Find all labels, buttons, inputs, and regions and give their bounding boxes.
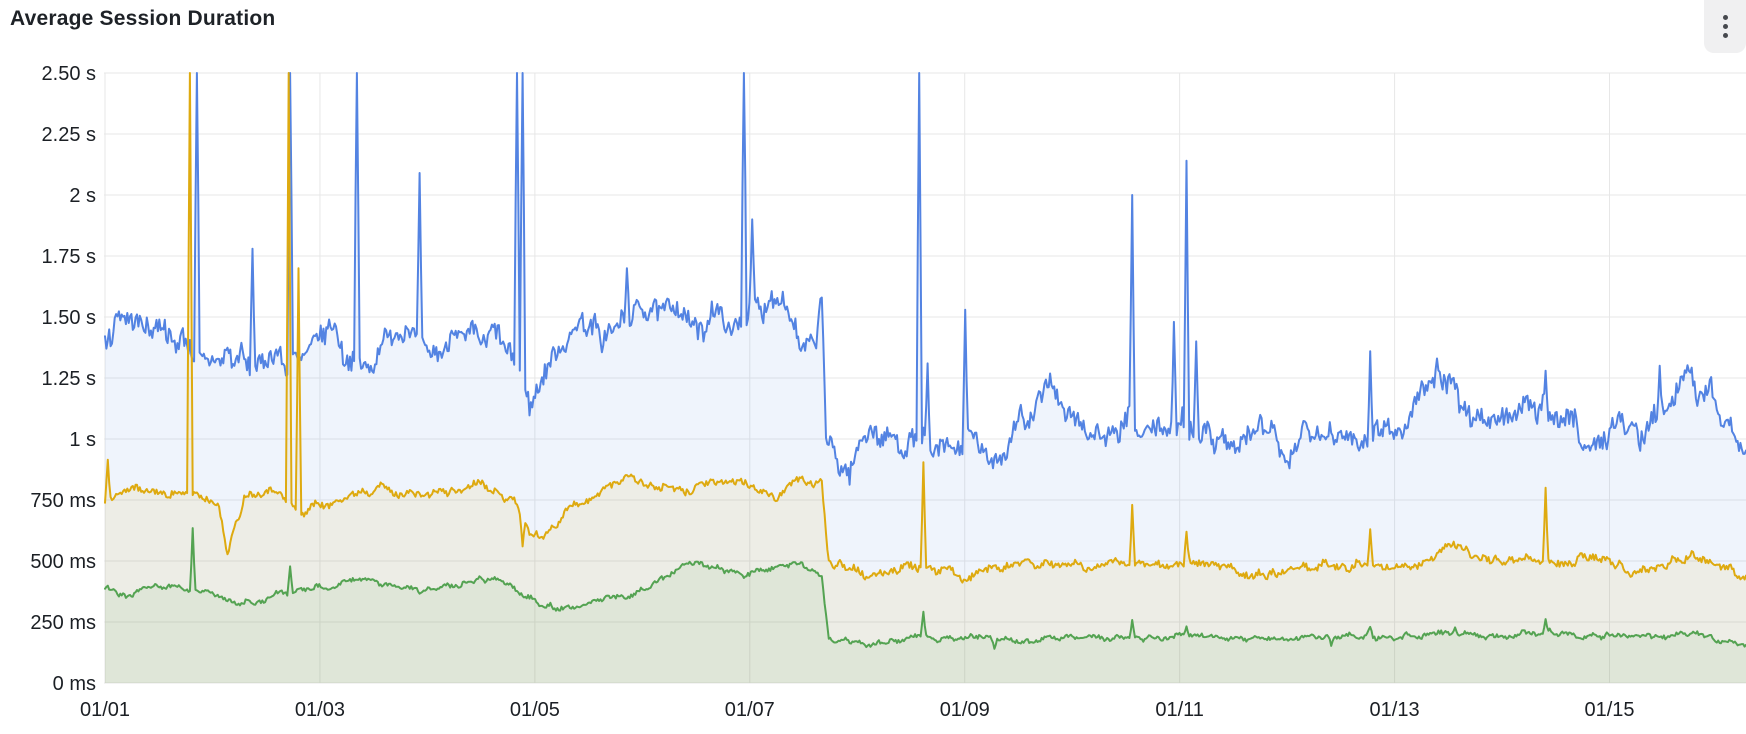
y-tick-label: 1.75 s: [42, 246, 96, 268]
y-tick-label: 1.50 s: [42, 307, 96, 329]
x-tick-label: 01/05: [510, 699, 560, 721]
panel-menu-button[interactable]: [1704, 0, 1746, 53]
y-tick-label: 500 ms: [30, 551, 96, 573]
y-tick-label: 1 s: [69, 429, 96, 451]
y-tick-label: 2.50 s: [42, 63, 96, 85]
y-tick-label: 750 ms: [30, 490, 96, 512]
y-tick-label: 0 ms: [53, 673, 96, 695]
x-tick-label: 01/11: [1155, 699, 1204, 721]
series-yellow-area: [105, 73, 1746, 683]
series-green-area: [105, 528, 1746, 683]
y-tick-label: 2.25 s: [42, 124, 96, 146]
series-blue-line: [104, 72, 1746, 486]
x-tick-label: 01/03: [295, 699, 345, 721]
panel-title: Average Session Duration: [10, 7, 276, 30]
y-tick-label: 250 ms: [30, 612, 96, 634]
y-tick-label: 2 s: [69, 185, 96, 207]
series-blue-area: [105, 73, 1746, 683]
y-tick-label: 1.25 s: [42, 368, 96, 390]
series-green-line: [104, 527, 1746, 650]
x-tick-label: 01/13: [1370, 699, 1420, 721]
x-tick-label: 01/09: [940, 699, 990, 721]
kebab-menu-icon: [1722, 15, 1728, 38]
series-yellow-line: [104, 72, 1746, 584]
x-tick-label: 01/15: [1584, 699, 1634, 721]
x-tick-label: 01/07: [725, 699, 775, 721]
x-tick-label: 01/01: [80, 699, 130, 721]
